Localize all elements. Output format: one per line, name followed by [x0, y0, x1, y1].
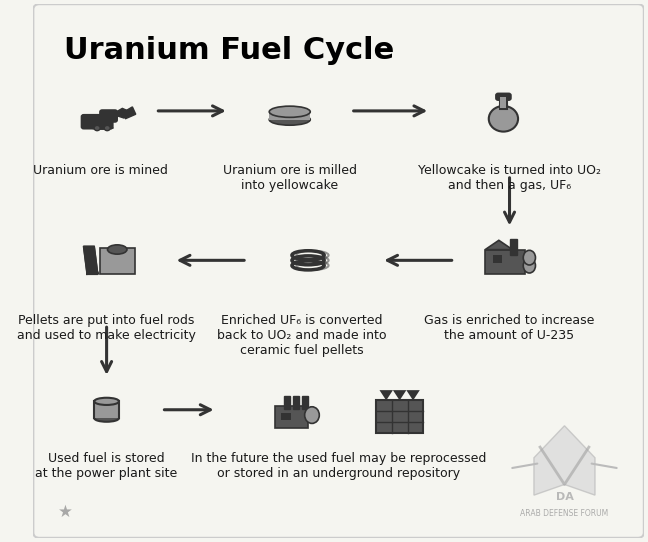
Ellipse shape — [94, 415, 119, 422]
FancyBboxPatch shape — [80, 114, 113, 130]
Circle shape — [94, 125, 100, 131]
FancyBboxPatch shape — [99, 109, 118, 123]
Polygon shape — [97, 271, 100, 274]
Text: Uranium Fuel Cycle: Uranium Fuel Cycle — [64, 36, 394, 65]
FancyBboxPatch shape — [284, 396, 290, 409]
Ellipse shape — [91, 126, 114, 130]
Ellipse shape — [305, 406, 319, 423]
Polygon shape — [534, 426, 595, 495]
Circle shape — [489, 106, 518, 132]
FancyBboxPatch shape — [495, 93, 512, 101]
Ellipse shape — [108, 245, 127, 254]
Circle shape — [104, 125, 110, 131]
FancyBboxPatch shape — [281, 412, 292, 420]
Text: Pellets are put into fuel rods
and used to make electricity: Pellets are put into fuel rods and used … — [17, 314, 196, 341]
Polygon shape — [122, 107, 135, 119]
Text: In the future the used fuel may be reprocessed
or stored in an underground repos: In the future the used fuel may be repro… — [191, 453, 486, 480]
Text: Used fuel is stored
at the power plant site: Used fuel is stored at the power plant s… — [36, 453, 178, 480]
FancyBboxPatch shape — [269, 112, 310, 120]
Polygon shape — [87, 271, 89, 274]
Polygon shape — [406, 390, 420, 401]
Ellipse shape — [524, 250, 535, 265]
FancyBboxPatch shape — [100, 248, 135, 274]
Text: Gas is enriched to increase
the amount of U-235: Gas is enriched to increase the amount o… — [424, 314, 595, 341]
Polygon shape — [89, 271, 92, 274]
Polygon shape — [112, 108, 129, 118]
FancyBboxPatch shape — [302, 396, 308, 409]
FancyBboxPatch shape — [500, 97, 506, 108]
Text: Uranium ore is mined: Uranium ore is mined — [33, 164, 168, 177]
Polygon shape — [393, 390, 406, 401]
Text: ARAB DEFENSE FORUM: ARAB DEFENSE FORUM — [520, 509, 608, 519]
FancyBboxPatch shape — [293, 396, 299, 409]
Polygon shape — [485, 240, 513, 250]
FancyBboxPatch shape — [94, 401, 119, 418]
Text: Uranium ore is milled
into yellowcake: Uranium ore is milled into yellowcake — [223, 164, 357, 192]
FancyBboxPatch shape — [492, 255, 502, 263]
Ellipse shape — [94, 398, 119, 405]
Text: Enriched UF₆ is converted
back to UO₂ and made into
ceramic fuel pellets: Enriched UF₆ is converted back to UO₂ an… — [217, 314, 387, 357]
FancyBboxPatch shape — [33, 4, 644, 538]
FancyBboxPatch shape — [485, 250, 525, 274]
Polygon shape — [95, 271, 97, 274]
FancyBboxPatch shape — [376, 401, 423, 433]
Text: ★: ★ — [58, 502, 73, 520]
Polygon shape — [92, 271, 95, 274]
Ellipse shape — [524, 259, 535, 273]
FancyBboxPatch shape — [275, 406, 308, 428]
Polygon shape — [380, 390, 393, 401]
Text: Yellowcake is turned into UO₂
and then a gas, UF₆: Yellowcake is turned into UO₂ and then a… — [418, 164, 601, 192]
FancyBboxPatch shape — [509, 239, 517, 255]
FancyBboxPatch shape — [500, 97, 507, 108]
Polygon shape — [84, 247, 98, 274]
Text: DA: DA — [555, 493, 573, 502]
Ellipse shape — [269, 114, 310, 125]
Ellipse shape — [269, 106, 310, 118]
